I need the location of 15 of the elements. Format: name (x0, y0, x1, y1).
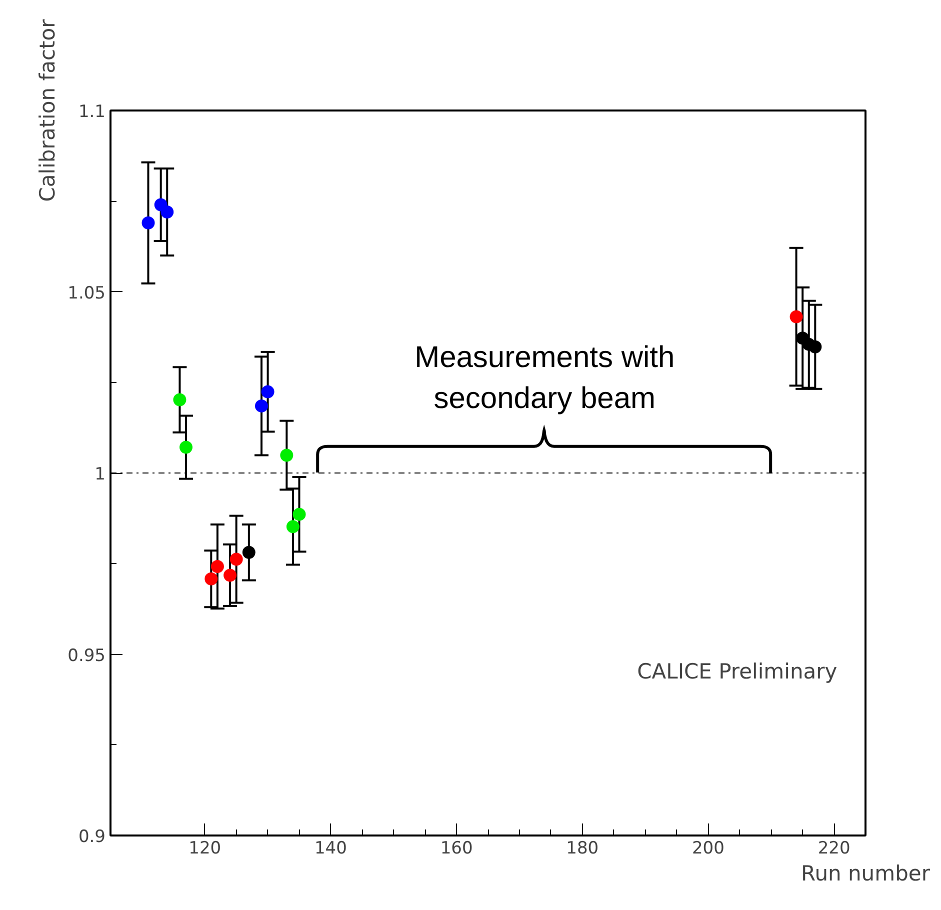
x-tick-label: 200 (692, 838, 724, 858)
y-tick-label: 0.95 (68, 646, 106, 666)
x-tick-label: 220 (818, 838, 850, 858)
y-tick-label: 1.1 (78, 102, 106, 122)
x-axis-title: Run number (801, 862, 930, 886)
annotation: Measurements with secondary beam (414, 340, 675, 415)
y-tick-label: 1 (94, 464, 106, 484)
x-tick-label: 180 (566, 838, 599, 858)
annotation: CALICE Preliminary (637, 659, 838, 684)
x-tick-label: 160 (440, 838, 473, 858)
y-axis-title: Calibration factor (36, 18, 60, 202)
y-tick-label: 0.9 (78, 827, 106, 847)
x-tick-label: 120 (188, 838, 222, 858)
x-tick-label: 140 (314, 838, 347, 858)
y-tick-label: 1.05 (68, 283, 106, 304)
